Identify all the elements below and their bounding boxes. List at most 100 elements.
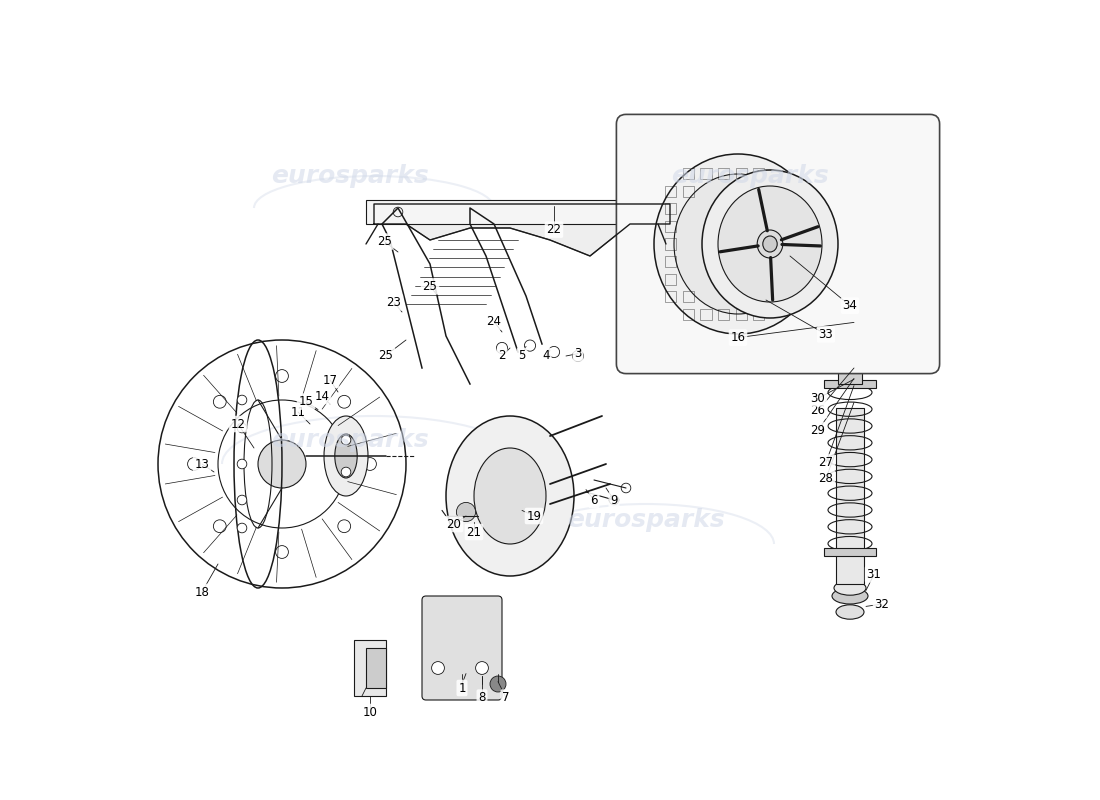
Bar (736, 309, 747, 320)
Bar (366, 200, 670, 224)
Ellipse shape (702, 170, 838, 318)
Text: 23: 23 (386, 296, 402, 309)
Bar (824, 380, 876, 388)
Circle shape (621, 483, 630, 493)
Text: 16: 16 (730, 331, 746, 344)
Circle shape (338, 395, 351, 408)
Bar (836, 368, 865, 372)
Text: 15: 15 (298, 395, 314, 408)
Circle shape (431, 662, 444, 674)
Circle shape (609, 495, 619, 505)
Text: 27: 27 (818, 456, 834, 469)
Text: 18: 18 (195, 586, 209, 598)
Circle shape (364, 458, 376, 470)
Text: eurosparks: eurosparks (568, 508, 725, 532)
Text: 9: 9 (610, 494, 618, 506)
Text: 14: 14 (315, 390, 330, 402)
Text: 1: 1 (459, 682, 465, 694)
Ellipse shape (839, 314, 861, 329)
Bar (683, 309, 694, 320)
FancyBboxPatch shape (616, 114, 939, 374)
Bar (836, 408, 865, 584)
Text: 19: 19 (527, 510, 541, 522)
Text: 31: 31 (867, 568, 881, 581)
Bar (354, 640, 386, 696)
Circle shape (490, 676, 506, 692)
Text: 7: 7 (503, 691, 509, 704)
Text: 25: 25 (422, 280, 438, 293)
Text: 3: 3 (574, 347, 582, 360)
Ellipse shape (324, 416, 369, 496)
Circle shape (213, 520, 227, 533)
Bar (754, 168, 764, 179)
Ellipse shape (762, 236, 778, 252)
Text: 11: 11 (290, 406, 306, 418)
Ellipse shape (832, 588, 868, 604)
Bar (666, 274, 676, 285)
Bar (836, 360, 865, 364)
Text: 24: 24 (486, 315, 502, 328)
Circle shape (276, 370, 288, 382)
Circle shape (341, 435, 351, 445)
Circle shape (238, 459, 246, 469)
Ellipse shape (334, 434, 358, 478)
Circle shape (475, 662, 488, 674)
Circle shape (188, 458, 200, 470)
Polygon shape (374, 204, 670, 256)
Text: 8: 8 (478, 691, 486, 704)
Circle shape (258, 440, 306, 488)
Circle shape (496, 342, 507, 354)
Ellipse shape (446, 416, 574, 576)
Bar (666, 221, 676, 232)
Text: 17: 17 (322, 374, 338, 386)
Text: 4: 4 (542, 350, 550, 362)
Circle shape (213, 395, 227, 408)
Circle shape (525, 340, 536, 351)
Circle shape (572, 350, 584, 362)
Bar (683, 291, 694, 302)
Circle shape (238, 495, 246, 505)
Bar (718, 309, 729, 320)
Ellipse shape (474, 448, 546, 544)
Text: 32: 32 (874, 598, 890, 610)
Bar (666, 256, 676, 267)
Text: eurosparks: eurosparks (271, 428, 429, 452)
Circle shape (276, 546, 288, 558)
FancyBboxPatch shape (422, 596, 502, 700)
Circle shape (338, 520, 351, 533)
Ellipse shape (757, 230, 783, 258)
Bar (366, 648, 386, 688)
Text: 25: 25 (377, 235, 392, 248)
Text: 33: 33 (818, 328, 834, 341)
Bar (683, 186, 694, 197)
Bar (701, 309, 712, 320)
Bar (666, 203, 676, 214)
Ellipse shape (836, 605, 864, 619)
Circle shape (238, 523, 246, 533)
Bar (754, 309, 764, 320)
Text: 29: 29 (811, 424, 825, 437)
Bar (666, 291, 676, 302)
Ellipse shape (674, 174, 802, 314)
Text: 2: 2 (498, 350, 506, 362)
Text: eurosparks: eurosparks (671, 164, 829, 188)
Circle shape (456, 502, 475, 522)
Text: 30: 30 (811, 392, 825, 405)
Bar (701, 168, 712, 179)
Text: 13: 13 (195, 458, 209, 470)
Text: 26: 26 (811, 404, 825, 417)
Bar (838, 332, 862, 384)
Text: 34: 34 (843, 299, 857, 312)
Text: 20: 20 (447, 518, 461, 530)
Bar (736, 168, 747, 179)
Bar (718, 168, 729, 179)
Ellipse shape (834, 581, 866, 595)
Text: 5: 5 (518, 350, 526, 362)
Text: 10: 10 (363, 706, 377, 718)
Bar (666, 238, 676, 250)
Bar (824, 548, 876, 556)
Text: 25: 25 (378, 349, 394, 362)
Text: eurosparks: eurosparks (271, 164, 429, 188)
Circle shape (341, 467, 351, 477)
Text: 12: 12 (231, 418, 245, 430)
